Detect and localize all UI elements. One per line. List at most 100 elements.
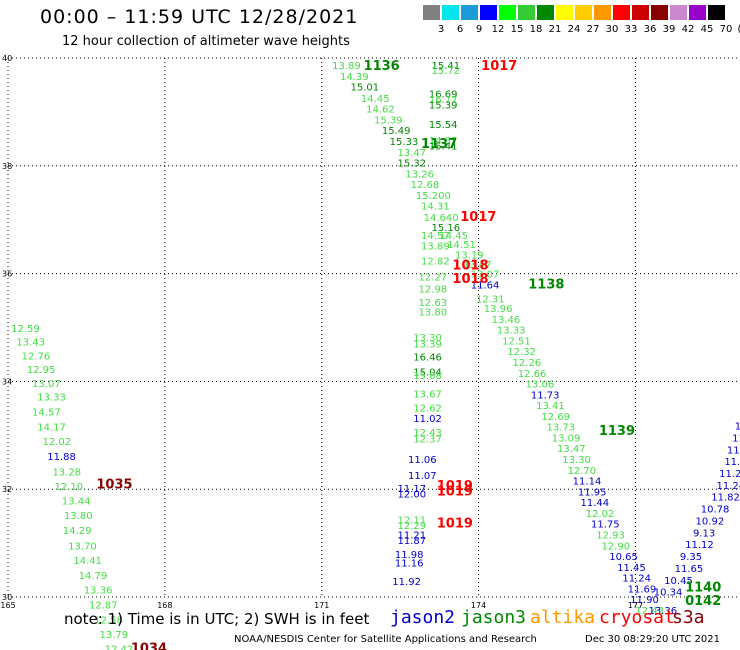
colorbar-swatch bbox=[594, 5, 611, 20]
y-tick-label: 30 bbox=[2, 593, 12, 602]
wave-height-label: 12.02 bbox=[43, 437, 72, 448]
wave-height-label: 12.37 bbox=[413, 435, 442, 446]
wave-height-label: 13.06 bbox=[526, 380, 555, 391]
colorbar-swatch bbox=[461, 5, 478, 20]
wave-height-label: 15.32 bbox=[398, 159, 427, 170]
wave-height-label: 13.28 bbox=[52, 467, 81, 478]
colorbar-swatch bbox=[499, 5, 516, 20]
wave-height-label: 12.27 bbox=[418, 272, 447, 283]
wave-height-label: 12.43 bbox=[635, 606, 664, 617]
wave-height-label: 11.25 bbox=[719, 469, 740, 480]
wave-height-label: 12.87 bbox=[89, 601, 118, 612]
wave-height-label: 13.80 bbox=[64, 511, 93, 522]
orbit-time-label: 1019 bbox=[437, 484, 473, 499]
wave-height-label: 11.65 bbox=[675, 564, 704, 575]
wave-height-label: 13.96 bbox=[484, 304, 513, 315]
wave-height-label: 16.46 bbox=[413, 353, 442, 364]
orbit-time-label: 1019 bbox=[437, 517, 473, 532]
wave-height-label: 13.47 bbox=[463, 260, 492, 271]
y-tick-label: 36 bbox=[2, 270, 12, 279]
colorbar-label: 12 bbox=[491, 24, 505, 35]
colorbar-swatch bbox=[423, 5, 440, 20]
wave-height-label: 11.73 bbox=[531, 390, 560, 401]
wave-height-label: 11.14 bbox=[573, 477, 602, 488]
wave-height-label: 11. bbox=[732, 433, 740, 444]
wave-height-label: 15.49 bbox=[382, 126, 411, 137]
wave-height-label: 13.67 bbox=[413, 389, 442, 400]
y-tick-label: 40 bbox=[2, 54, 12, 63]
colorbar-swatch bbox=[651, 5, 668, 20]
x-tick-label: 177 bbox=[628, 601, 643, 610]
orbit-time-label: 1018 bbox=[452, 259, 488, 274]
wave-height-label: 15.41 bbox=[429, 141, 458, 152]
wave-height-label: 15.72 bbox=[432, 66, 461, 77]
wave-height-label: 13.70 bbox=[68, 541, 97, 552]
page-title: 00:00 – 11:59 UTC 12/28/2021 bbox=[40, 6, 359, 28]
wave-height-label: 12.29 bbox=[398, 521, 427, 532]
orbit-time-label: 1136 bbox=[364, 59, 400, 74]
orbit-time-label: 1140 bbox=[685, 580, 721, 595]
colorbar-swatch bbox=[689, 5, 706, 20]
wave-height-label: 12.31 bbox=[476, 294, 505, 305]
wave-height-label: 12.69 bbox=[541, 412, 570, 423]
wave-height-label: 12.42 bbox=[105, 645, 134, 650]
wave-height-label: 11.90 bbox=[630, 595, 659, 606]
orbit-time-label: 1139 bbox=[599, 424, 635, 439]
wave-height-label: 11.24 bbox=[622, 574, 651, 585]
wave-height-label: 13.46 bbox=[492, 315, 521, 326]
x-tick-label: 168 bbox=[157, 601, 172, 610]
colorbar-label: 70 bbox=[719, 24, 733, 35]
wave-height-label: 11.63 bbox=[724, 457, 740, 468]
satellite-altika-label: altika bbox=[530, 607, 596, 628]
orbit-time-label: 1018 bbox=[452, 272, 488, 287]
wave-height-label: 15.01 bbox=[350, 83, 379, 94]
colorbar-swatch bbox=[556, 5, 573, 20]
colorbar-swatch bbox=[518, 5, 535, 20]
wave-height-label: 14.57 bbox=[32, 408, 61, 419]
orbit-time-label: 1034 bbox=[131, 642, 167, 650]
wave-height-label: 13.44 bbox=[62, 497, 91, 508]
wave-height-label: 15.04 bbox=[413, 368, 442, 379]
colorbar-label: 21 bbox=[548, 24, 562, 35]
satellite-cryosat-label: cryosat bbox=[599, 607, 675, 628]
wave-height-label: 12.02 bbox=[586, 509, 615, 520]
orbit-time-label: 1035 bbox=[96, 477, 132, 492]
x-tick-label: 174 bbox=[471, 601, 486, 610]
wave-height-label: 11.87 bbox=[398, 536, 427, 547]
footer-note: note: 1) Time is in UTC; 2) SWH is in fe… bbox=[64, 610, 370, 628]
wave-height-label: 15.54 bbox=[429, 120, 458, 131]
wave-height-label: 12.66 bbox=[518, 369, 547, 380]
wave-height-label: 16.69 bbox=[429, 90, 458, 101]
colorbar-swatch bbox=[442, 5, 459, 20]
wave-height-label: 10.45 bbox=[664, 576, 693, 587]
wave-height-label: 12.26 bbox=[513, 358, 542, 369]
wave-height-label: 13.79 bbox=[100, 630, 129, 641]
colorbar-label: 18 bbox=[529, 24, 543, 35]
wave-height-label: 14.79 bbox=[79, 571, 108, 582]
wave-height-label: 15.200 bbox=[416, 191, 451, 202]
wave-height-label: 14.51 bbox=[447, 240, 476, 251]
wave-height-label: 12.43 bbox=[413, 428, 442, 439]
wave-height-label: 12.63 bbox=[418, 298, 447, 309]
wave-height-label: 13.36 bbox=[84, 585, 113, 596]
wave-height-label: 14.41 bbox=[73, 556, 102, 567]
colorbar-label: 45 bbox=[700, 24, 714, 35]
orbit-time-label: 1017 bbox=[481, 59, 517, 74]
wave-height-label: 11.44 bbox=[581, 498, 610, 509]
wave-height-label: 9.13 bbox=[693, 528, 715, 539]
wave-height-label: 12.51 bbox=[502, 336, 531, 347]
satellite-jason3-label: jason3 bbox=[461, 607, 527, 628]
wave-height-label: 13.36 bbox=[649, 606, 678, 617]
wave-height-label: 12.98 bbox=[418, 285, 447, 296]
colorbar-label: 39 bbox=[662, 24, 676, 35]
colorbar-label: 42 bbox=[681, 24, 695, 35]
y-tick-label: 34 bbox=[2, 377, 12, 386]
colorbar-swatch bbox=[537, 5, 554, 20]
wave-height-label: 11.2 bbox=[727, 445, 740, 456]
wave-height-label: 9.35 bbox=[680, 552, 702, 563]
wave-height-label: 14.29 bbox=[63, 526, 92, 537]
wave-height-label: 12.10 bbox=[55, 482, 84, 493]
satellite-s3a-label: s3a bbox=[672, 607, 705, 628]
colorbar-label: 24 bbox=[567, 24, 581, 35]
